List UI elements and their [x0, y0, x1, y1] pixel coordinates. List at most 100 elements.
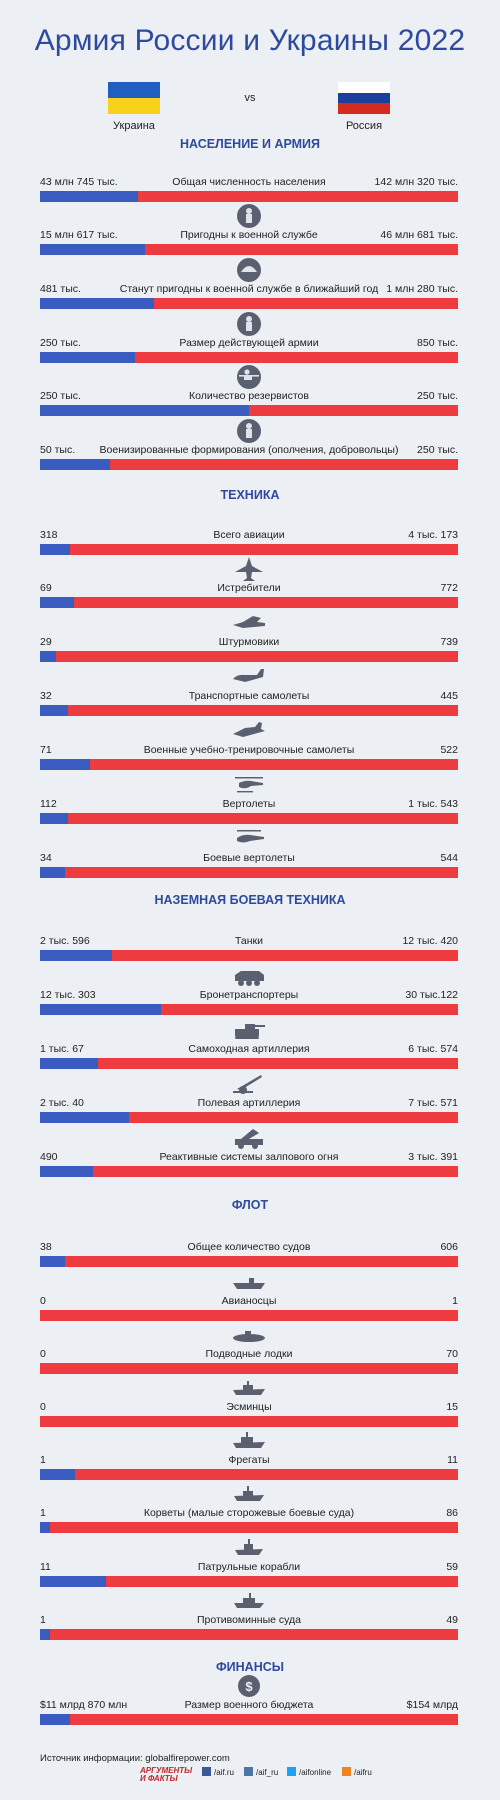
comparison-row: 29 Штурмовики 739	[40, 610, 458, 664]
ukraine-bar	[40, 705, 68, 716]
russia-value-label: 739	[440, 636, 458, 648]
comparison-row: 481 тыс. Станут пригодны к военной службе…	[40, 257, 458, 311]
russia-value-label: 544	[440, 852, 458, 864]
category-label: Полевая артиллерия	[197, 1097, 301, 1109]
comparison-row: 112 Вертолеты 1 тыс. 543	[40, 772, 458, 826]
right-country-label: Россия	[345, 120, 383, 132]
comparison-row: 12 тыс. 303 Бронетранспортеры 30 тыс.122	[40, 963, 458, 1017]
russia-value-label: 86	[446, 1507, 458, 1519]
ok-link[interactable]: /aifru	[342, 1767, 372, 1777]
russia-value-label: 6 тыс. 574	[408, 1043, 458, 1055]
ukraine-value-label: 32	[40, 690, 52, 702]
page-title: Армия России и Украины 2022	[34, 24, 466, 57]
comparison-row: 1 Корветы (малые сторожевые боевые суда) 8…	[40, 1481, 458, 1535]
comparison-row: 50 тыс. Военизированные формирования (опо…	[40, 418, 458, 472]
russia-value-label: 4 тыс. 173	[408, 529, 458, 541]
category-label: Истребители	[217, 582, 281, 594]
category-label: Танки	[234, 935, 264, 947]
comparison-row: 38 Общее количество судов 606	[40, 1215, 458, 1269]
russia-value-label: 250 тыс.	[417, 444, 458, 456]
ukraine-value-label: 2 тыс. 596	[40, 935, 90, 947]
russia-bar	[40, 1166, 458, 1177]
ukraine-value-label: 112	[40, 798, 57, 810]
comparison-row: 1 тыс. 67 Самоходная артиллерия 6 тыс. 574	[40, 1017, 458, 1071]
russia-value-label: 142 млн 320 тыс.	[374, 176, 458, 188]
ukraine-bar	[40, 544, 70, 555]
category-label: Эсминцы	[226, 1401, 272, 1413]
vs-label: vs	[244, 92, 256, 104]
russia-bar	[40, 1469, 458, 1480]
section-title: НАЗЕМНАЯ БОЕВАЯ ТЕХНИКА	[154, 893, 346, 907]
category-label: Штурмовики	[218, 636, 280, 648]
russia-value-label: 850 тыс.	[417, 337, 458, 349]
ukraine-value-label: 2 тыс. 40	[40, 1097, 84, 1109]
ukraine-bar	[40, 1469, 75, 1480]
russia-value-label: 3 тыс. 391	[408, 1151, 458, 1163]
section-title: ФЛОТ	[231, 1198, 269, 1212]
twitter-icon	[287, 1767, 296, 1776]
svg-text:$: $	[245, 1679, 253, 1694]
facebook-link[interactable]: /aif.ru	[202, 1767, 234, 1777]
ukraine-value-label: 1 тыс. 67	[40, 1043, 84, 1055]
category-label: Боевые вертолеты	[203, 852, 295, 864]
russia-bar	[40, 1522, 458, 1533]
submarine-icon	[231, 1322, 267, 1348]
ukraine-bar	[40, 244, 145, 255]
corvette-icon	[231, 1481, 267, 1507]
ukraine-bar	[40, 1576, 106, 1587]
soldier-icon	[231, 311, 267, 337]
ukraine-bar	[40, 459, 110, 470]
ukraine-bar	[40, 813, 68, 824]
comparison-row: 1 Фрегаты 11	[40, 1428, 458, 1482]
russia-bar	[40, 651, 458, 662]
helicopter-icon	[231, 772, 267, 798]
category-label: Всего авиации	[213, 529, 285, 541]
category-label: Авианосцы	[221, 1295, 277, 1307]
ukraine-bar	[40, 867, 65, 878]
ukraine-value-label: 318	[40, 529, 58, 541]
category-label: Общее количество судов	[187, 1241, 311, 1253]
russia-bar	[40, 1112, 458, 1123]
russia-bar	[40, 705, 458, 716]
russia-bar	[40, 1058, 458, 1069]
category-label: Военные учебно-тренировочные самолеты	[143, 744, 355, 756]
russia-bar	[40, 813, 458, 824]
comparison-row: 2 тыс. 40 Полевая артиллерия 7 тыс. 571	[40, 1071, 458, 1125]
transport-plane-icon	[231, 664, 267, 690]
kneeling-soldier-icon	[231, 364, 267, 390]
rocket-launcher-icon	[231, 1125, 267, 1151]
ukraine-value-label: 490	[40, 1151, 58, 1163]
russia-value-label: 522	[440, 744, 458, 756]
ukraine-bar	[40, 352, 135, 363]
destroyer-icon	[231, 1375, 267, 1401]
ukraine-value-label: 38	[40, 1241, 52, 1253]
minesweeper-icon	[231, 1588, 267, 1614]
comparison-row: 71 Военные учебно-тренировочные самолеты 5…	[40, 718, 458, 772]
ukraine-value-label: 29	[40, 636, 52, 648]
twitter-link[interactable]: /aifonline	[287, 1767, 331, 1777]
russia-bar	[40, 244, 458, 255]
russia-value-label: 1 тыс. 543	[408, 798, 458, 810]
ukraine-bar	[40, 950, 112, 961]
brand-logo: АРГУМЕНТЫ И ФАКТЫ	[140, 1766, 193, 1783]
aircraft-carrier-icon	[231, 1269, 267, 1295]
ukraine-bar	[40, 1112, 129, 1123]
ukraine-value-label: 0	[40, 1295, 46, 1307]
ukraine-value-label: 0	[40, 1348, 46, 1360]
vk-link[interactable]: /aif_ru	[244, 1767, 278, 1777]
patrol-ship-icon	[231, 1535, 267, 1561]
russia-value-label: 7 тыс. 571	[408, 1097, 458, 1109]
ukraine-value-label: $11 млрд 870 млн	[40, 1699, 128, 1711]
russia-value-label: 772	[440, 582, 458, 594]
russia-value-label: $154 млрд	[406, 1699, 458, 1711]
russia-bar	[40, 597, 458, 608]
russia-value-label: 445	[440, 690, 458, 702]
category-label: Бронетранспортеры	[199, 989, 299, 1001]
attack-jet-icon	[231, 610, 267, 636]
money-icon: $	[231, 1673, 267, 1699]
ukraine-value-label: 250 тыс.	[40, 390, 81, 402]
ukraine-value-label: 71	[40, 744, 52, 756]
field-artillery-icon	[231, 1071, 267, 1097]
ukraine-value-label: 1	[40, 1507, 46, 1519]
russia-value-label: 250 тыс.	[417, 390, 458, 402]
